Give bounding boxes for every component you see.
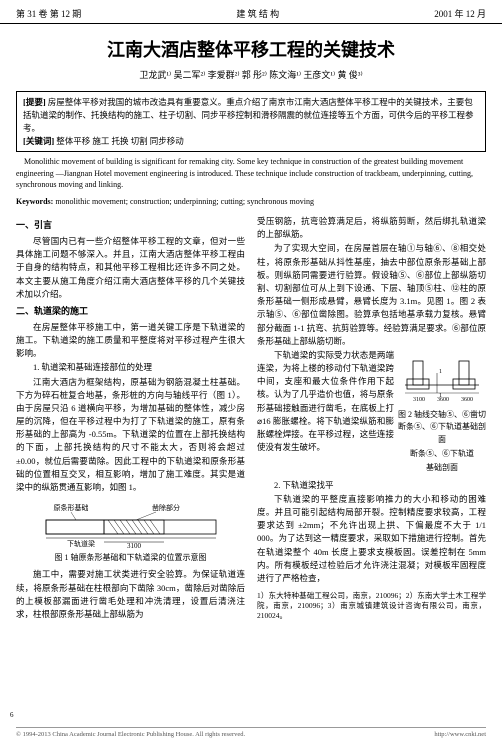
figure-2-svg: 1 1 3100 3600 3600 — [399, 351, 485, 407]
r-p1: 受压钢筋，抗弯验算满足后，将纵筋剪断，然后绑扎轨道梁的上部纵筋。 — [257, 215, 486, 241]
keywords-text-cn: 整体平移 施工 托换 切割 同步移动 — [56, 136, 184, 146]
fig1-beam-label: 下轨道梁 — [67, 539, 95, 548]
fig1-label-cut: 凿除部分 — [152, 503, 180, 512]
r-sub2: 2. 下轨道梁找平 — [257, 479, 486, 492]
paper-title: 江南大酒店整体平移工程的关键技术 — [0, 38, 502, 63]
figure-2-caption2: 断条⑤、⑥下轨道 — [398, 448, 486, 460]
figure-2-caption: 图 2 轴线交轴⑤、⑥凿切断条⑤、⑥下轨道基础剖面 — [398, 409, 486, 446]
body-columns: 一、引言 尽管国内已有一些介绍整体平移工程的文章，但对一些具体施工问题不够深入。… — [0, 215, 502, 622]
abstract-box: [提要] 房屋整体平移对我国的城市改造具有重要意义。重点介绍了南京市江南大酒店整… — [16, 91, 486, 152]
footer-left: © 1994-2013 China Academic Journal Elect… — [16, 730, 245, 739]
fig2-sec-top: 1 — [439, 369, 442, 375]
s2-p1: 在房屋整体平移施工中，第一道关键工序是下轨道梁的施工。下轨道梁的施工质量和平整度… — [16, 321, 245, 361]
s2-p3: 施工中，需要对施工状类进行安全验算。为保证轨道连续，将原条形基础在柱根部向下凿除… — [16, 568, 245, 621]
header-right: 2001 年 12 月 — [434, 8, 486, 21]
fig2-d2: 3600 — [437, 397, 449, 403]
page-number: 6 — [10, 711, 14, 721]
keywords-en: Keywords: monolithic movement; construct… — [16, 196, 486, 207]
left-column: 一、引言 尽管国内已有一些介绍整体平移工程的文章，但对一些具体施工问题不够深入。… — [16, 215, 245, 622]
abstract-en: Monolithic movement of building is signi… — [16, 156, 486, 190]
header-center: 建 筑 结 构 — [236, 8, 279, 21]
abstract-text-cn: 房屋整体平移对我国的城市改造具有重要意义。重点介绍了南京市江南大酒店整体平移工程… — [23, 97, 474, 133]
abstract-label-cn: [提要] — [23, 97, 46, 107]
figure-1-svg: 原条形基础 凿除部分 3100 下轨道梁 — [36, 498, 226, 550]
r-p3: 下轨道梁的实际受力状态是两端连梁，为将上楼的移动付下轨道梁跨中间，支座和最大位条… — [257, 349, 394, 454]
figure-2: 1 1 3100 3600 3600 图 2 轴线交轴⑤、⑥凿切断条⑤、⑥下轨道… — [398, 351, 486, 475]
footer: © 1994-2013 China Academic Journal Elect… — [16, 727, 486, 739]
fig1-dim: 3100 — [127, 542, 142, 550]
figure-2-caption3: 基础剖面 — [398, 462, 486, 474]
keywords-en-text: monolithic movement; construction; under… — [53, 197, 314, 206]
keywords-label-cn: [关键词] — [23, 136, 54, 146]
section-2-head: 二、轨道梁的施工 — [16, 305, 245, 319]
s1-p1: 尽管国内已有一些介绍整体平移工程的文章，但对一些具体施工问题不够深入。并且，江南… — [16, 235, 245, 301]
s2-sub1: 1. 轨道梁和基础连接部位的处理 — [16, 361, 245, 374]
keywords-en-label: Keywords: — [16, 197, 53, 206]
figure-1: 原条形基础 凿除部分 3100 下轨道梁 图 1 轴原条形基础和下轨道梁的位置示… — [16, 498, 245, 564]
fig2-d3: 3600 — [461, 397, 473, 403]
header-left: 第 31 卷 第 12 期 — [16, 8, 81, 21]
section-1-head: 一、引言 — [16, 219, 245, 233]
r-p2: 为了实现大空间，在房屋首层在轴①与轴⑥、⑧相交处柱，将原条形基础从抖性基座，抽去… — [257, 242, 486, 347]
authors: 卫龙武¹⁾ 吴二军²⁾ 李爱群²⁾ 郭 彤²⁾ 陈文海¹⁾ 王彦文¹⁾ 黄 俊³… — [0, 69, 502, 82]
figure-1-caption: 图 1 轴原条形基础和下轨道梁的位置示意图 — [16, 552, 245, 564]
footnote: 1）东大特种基础工程公司，南京，210096；2）东南大学土木工程学院，南京，2… — [257, 591, 486, 620]
s2-p2: 江南大酒店为框架结构，原基础为钢筋混凝土柱基础。下方为碎石桩复合地基，条形桩的方… — [16, 376, 245, 495]
footer-right: http://www.cnki.net — [434, 730, 486, 739]
right-column: 受压钢筋，抗弯验算满足后，将纵筋剪断，然后绑扎轨道梁的上部纵筋。 为了实现大空间… — [257, 215, 486, 622]
page-header: 第 31 卷 第 12 期 建 筑 结 构 2001 年 12 月 — [0, 0, 502, 24]
fig2-d1: 3100 — [413, 397, 425, 403]
fig1-label-orig: 原条形基础 — [53, 503, 88, 512]
r-p4: 下轨道梁的平整度直接影响推力的大小和移动的困难度。并且可能引起结构局部开裂。控制… — [257, 493, 486, 585]
